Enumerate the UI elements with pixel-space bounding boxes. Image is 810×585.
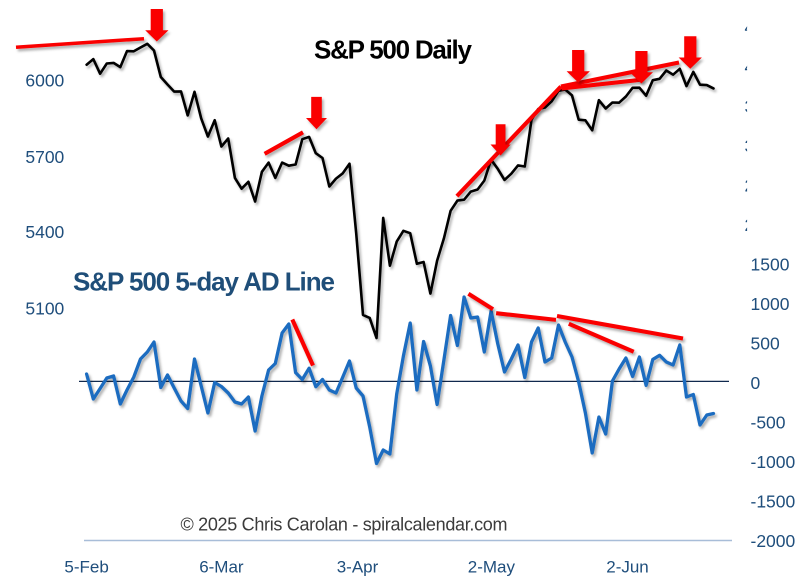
- svg-text:1000: 1000: [751, 294, 790, 314]
- svg-text:4500: 4500: [745, 18, 784, 38]
- svg-text:500: 500: [751, 334, 780, 354]
- svg-text:2000: 2000: [745, 215, 784, 235]
- svg-text:3500: 3500: [745, 97, 784, 117]
- svg-text:2-May: 2-May: [468, 557, 516, 576]
- svg-text:5700: 5700: [25, 147, 64, 167]
- svg-text:-1500: -1500: [751, 492, 796, 512]
- svg-text:6-Mar: 6-Mar: [199, 557, 244, 576]
- svg-text:3-Apr: 3-Apr: [337, 557, 379, 576]
- svg-text:2500: 2500: [745, 176, 784, 196]
- svg-text:© 2025 Chris Carolan - spiralc: © 2025 Chris Carolan - spiralcalendar.co…: [181, 515, 508, 535]
- svg-text:1500: 1500: [751, 255, 790, 275]
- svg-text:3000: 3000: [745, 136, 784, 156]
- svg-text:0: 0: [751, 373, 761, 393]
- svg-text:S&P 500 Daily: S&P 500 Daily: [314, 35, 473, 65]
- svg-text:-500: -500: [751, 413, 786, 433]
- svg-text:2-Jun: 2-Jun: [606, 557, 649, 576]
- svg-text:-1000: -1000: [751, 452, 796, 472]
- svg-text:4000: 4000: [745, 57, 784, 77]
- svg-text:6000: 6000: [25, 71, 64, 91]
- svg-text:5100: 5100: [25, 299, 64, 319]
- svg-text:-2000: -2000: [751, 531, 796, 551]
- svg-text:5-Feb: 5-Feb: [64, 557, 108, 576]
- svg-text:5400: 5400: [25, 222, 64, 242]
- svg-text:S&P 500 5-day AD Line: S&P 500 5-day AD Line: [73, 267, 335, 297]
